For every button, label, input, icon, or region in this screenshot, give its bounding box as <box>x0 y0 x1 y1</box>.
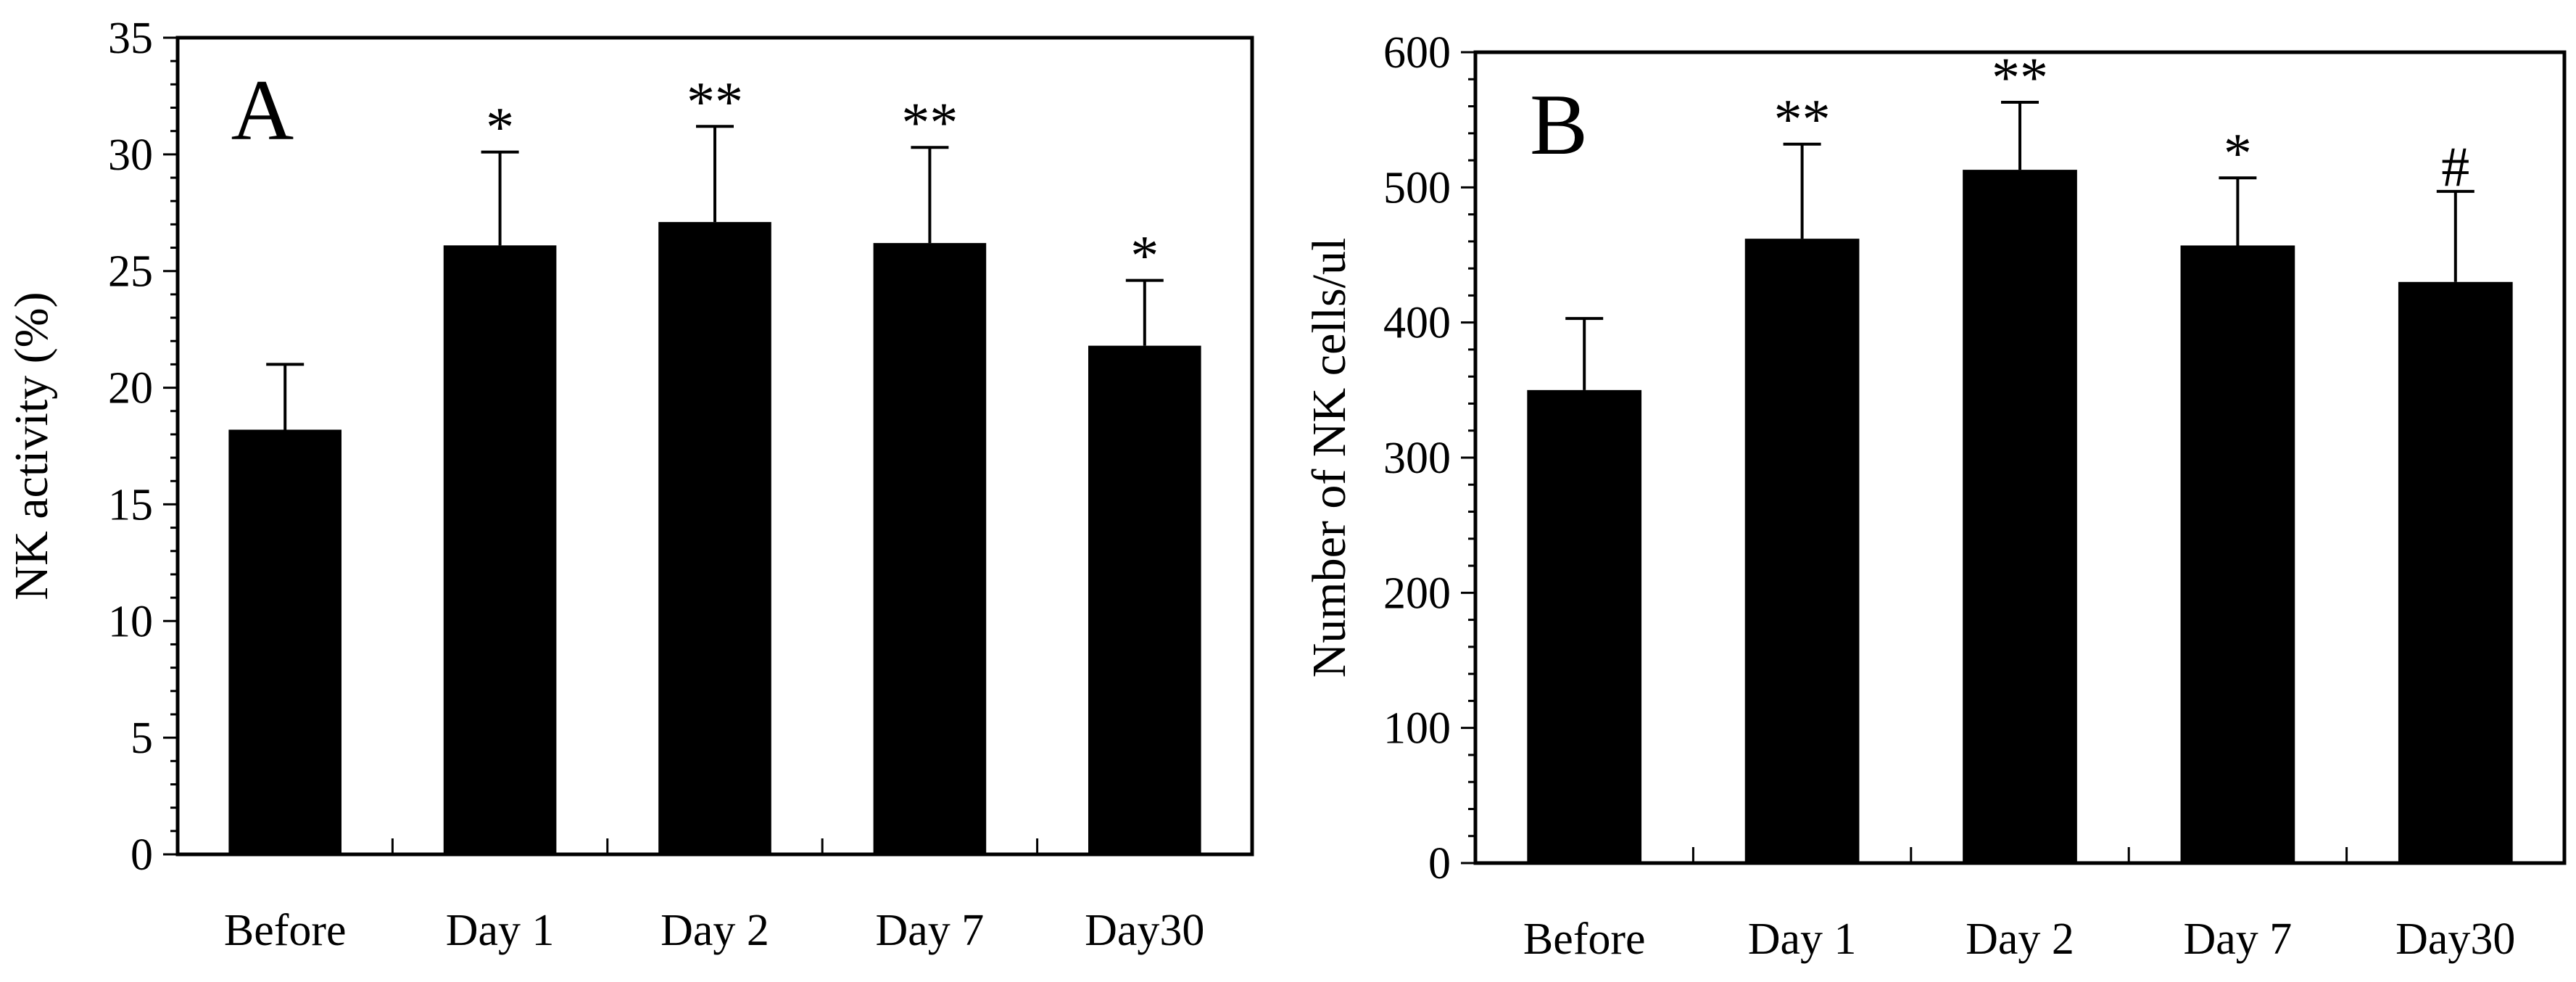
y-tick-label: 200 <box>1383 569 1451 618</box>
significance-marker: * <box>2224 121 2252 184</box>
y-tick-label: 30 <box>108 131 153 180</box>
y-tick-label: 15 <box>108 480 153 529</box>
category-label: Before <box>224 906 347 955</box>
bar <box>1963 170 2077 864</box>
significance-marker: ** <box>687 70 743 133</box>
significance-marker: * <box>486 96 514 159</box>
bar <box>658 222 771 854</box>
y-tick-label: 5 <box>131 714 153 763</box>
bar <box>2180 245 2295 863</box>
significance-marker: ** <box>1992 46 2048 109</box>
category-label: Day 2 <box>1966 915 2074 964</box>
bar <box>873 243 987 854</box>
y-tick-label: 10 <box>108 597 153 646</box>
significance-marker: ** <box>901 91 958 154</box>
y-tick-label: 100 <box>1383 704 1451 754</box>
bar <box>2398 281 2513 863</box>
y-tick-label: 35 <box>108 14 153 63</box>
chart-panel-b: 0 100 200 300 400 500 600 Before ** Day 1 ** Day 2 *… <box>1303 28 2567 964</box>
category-label: Day30 <box>2395 915 2515 964</box>
category-label: Day30 <box>1085 906 1204 955</box>
category-label: Day 7 <box>876 906 985 955</box>
y-tick-label: 300 <box>1383 434 1451 483</box>
bar <box>443 245 557 855</box>
bar <box>1744 239 1860 863</box>
category-label: Day 1 <box>446 906 555 955</box>
bar <box>1527 389 1642 863</box>
y-tick-label: 600 <box>1383 28 1451 78</box>
significance-marker: ** <box>1774 88 1831 151</box>
plot-frame <box>1473 50 2567 865</box>
y-tick-label: 25 <box>108 247 153 297</box>
category-label: Before <box>1523 915 1646 964</box>
plot-frame <box>175 36 1254 857</box>
significance-marker: * <box>1130 224 1159 287</box>
chart-panel-a: 0 5 10 15 20 25 30 35 Before * Day 1 ** Day 2 ** Day 7… <box>5 14 1254 955</box>
y-axis-label: NK activity (%) <box>5 292 58 600</box>
panel-letter: B <box>1530 76 1588 173</box>
category-label: Day 2 <box>660 906 769 955</box>
y-axis-label: Number of NK cells/ul <box>1303 238 1356 678</box>
y-tick-label: 20 <box>108 364 153 413</box>
bar <box>1088 345 1201 855</box>
y-tick-label: 0 <box>1428 839 1451 888</box>
category-label: Day 7 <box>2184 915 2293 964</box>
bar <box>228 429 342 854</box>
y-tick-label: 500 <box>1383 163 1451 213</box>
panel-letter: A <box>231 62 294 158</box>
y-tick-label: 400 <box>1383 299 1451 348</box>
significance-marker: # <box>2441 135 2469 198</box>
category-label: Day 1 <box>1748 915 1857 964</box>
y-tick-label: 0 <box>131 830 153 880</box>
